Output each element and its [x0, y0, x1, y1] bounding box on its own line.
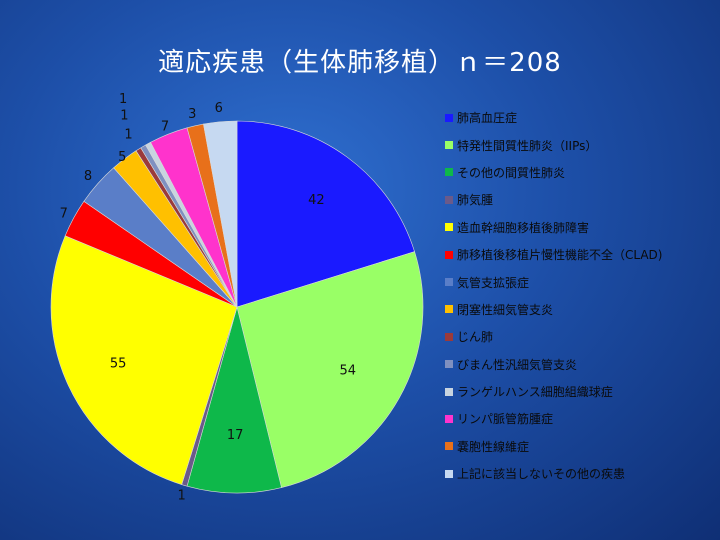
legend-label: リンパ脈管筋腫症 [457, 412, 554, 427]
legend-label: 閉塞性細気管支炎 [457, 302, 554, 317]
legend-swatch [445, 113, 453, 122]
legend-item: 肺高血圧症 [445, 104, 720, 131]
legend-swatch [445, 223, 453, 232]
legend-item: 閉塞性細気管支炎 [445, 296, 720, 323]
legend-label: 気管支拡張症 [457, 275, 530, 290]
legend-swatch [445, 414, 453, 423]
slice-value-label: 54 [340, 364, 357, 379]
legend-item: ランゲルハンス細胞組織球症 [445, 378, 720, 405]
legend-label: 肺気腫 [457, 193, 494, 208]
pie-slice [236, 251, 424, 488]
slice-value-label: 3 [188, 107, 196, 122]
legend-label: 上記に該当しないその他の疾患 [457, 467, 626, 482]
legend-item: びまん性汎細気管支炎 [445, 351, 720, 378]
legend-item: 上記に該当しないその他の疾患 [445, 460, 720, 487]
legend-swatch [445, 360, 453, 369]
slice-value-label: 7 [161, 120, 169, 135]
slice-value-label: 1 [119, 92, 127, 107]
legend-swatch [445, 442, 453, 451]
legend-item: 特発性間質性肺炎（IIPs） [445, 131, 720, 158]
legend-item: 気管支拡張症 [445, 268, 720, 295]
legend-swatch [445, 305, 453, 314]
legend-label: 肺移植後移植片慢性機能不全（CLAD) [457, 248, 663, 263]
slice-value-label: 8 [84, 169, 92, 184]
legend-swatch [445, 332, 453, 341]
chart-legend: 肺高血圧症特発性間質性肺炎（IIPs） その他の間質性肺炎 肺気腫造血幹細胞移植後肺… [445, 104, 720, 487]
legend-item: リンパ脈管筋腫症 [445, 405, 720, 432]
legend-swatch [445, 141, 453, 150]
legend-swatch [445, 387, 453, 396]
legend-item: 肺気腫 [445, 186, 720, 213]
legend-swatch [445, 278, 453, 287]
pie-slice [50, 235, 238, 485]
slice-value-label: 1 [124, 128, 132, 143]
legend-item: 肺移植後移植片慢性機能不全（CLAD) [445, 241, 720, 268]
legend-label: じん肺 [457, 330, 494, 345]
slice-value-label: 5 [118, 150, 126, 165]
legend-item: 造血幹細胞移植後肺障害 [445, 214, 720, 241]
chart-title: 適応疾患（生体肺移植）ｎ＝208 [158, 48, 562, 78]
legend-swatch [445, 168, 453, 177]
slice-value-label: 1 [120, 108, 128, 123]
pie-slice [186, 305, 282, 494]
pie-slice [236, 120, 415, 308]
legend-item: 嚢胞性線維症 [445, 433, 720, 460]
slice-value-label: 7 [60, 207, 68, 222]
legend-swatch [445, 195, 453, 204]
legend-label: ランゲルハンス細胞組織球症 [457, 385, 613, 400]
legend-item: その他の間質性肺炎 [445, 159, 720, 186]
slice-value-label: 42 [308, 193, 325, 208]
slice-value-label: 17 [227, 428, 244, 443]
slice-value-label: 55 [110, 357, 127, 372]
legend-label: びまん性汎細気管支炎 [457, 357, 578, 372]
legend-label: 肺高血圧症 [457, 111, 518, 126]
legend-label: 特発性間質性肺炎（IIPs） [457, 138, 598, 153]
legend-item: じん肺 [445, 323, 720, 350]
slice-value-label: 1 [178, 488, 186, 503]
slice-value-label: 6 [215, 101, 223, 116]
legend-swatch [445, 250, 453, 259]
legend-label: 造血幹細胞移植後肺障害 [457, 220, 590, 235]
legend-label: 嚢胞性線維症 [457, 439, 530, 454]
legend-label: その他の間質性肺炎 [457, 165, 566, 180]
pie-slice [203, 120, 238, 308]
legend-swatch [445, 469, 453, 478]
